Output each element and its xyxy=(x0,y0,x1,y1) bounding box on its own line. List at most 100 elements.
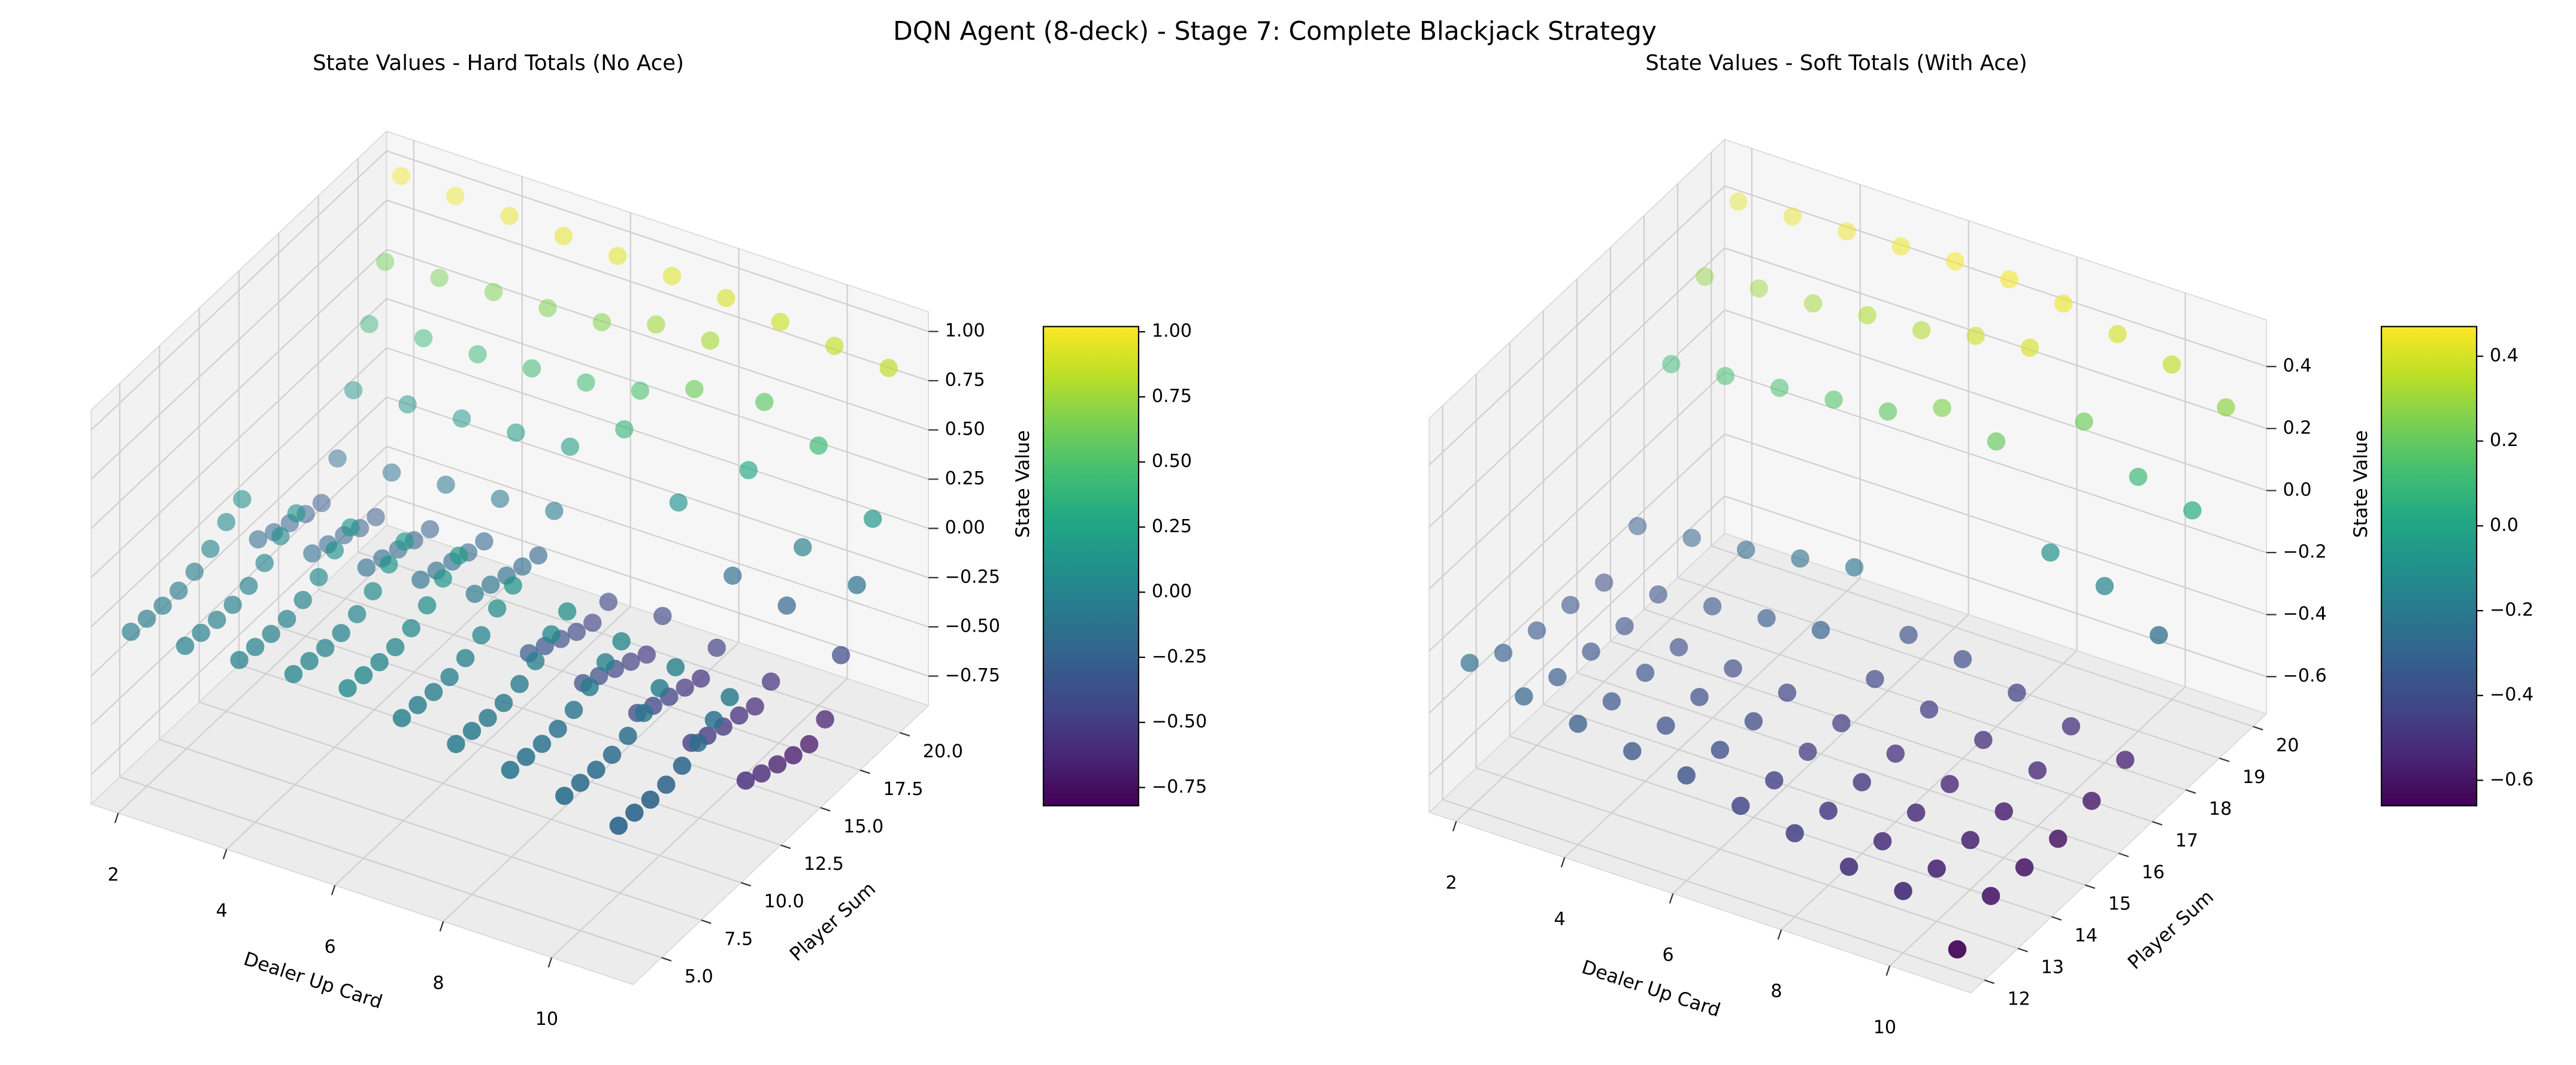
data-point xyxy=(577,373,595,392)
data-point xyxy=(863,509,882,528)
data-point xyxy=(482,575,500,594)
data-point xyxy=(555,787,574,805)
data-point xyxy=(424,682,443,702)
subplot-title: State Values - Hard Totals (No Ace) xyxy=(313,51,684,75)
data-point xyxy=(549,720,567,738)
data-point xyxy=(175,636,195,656)
x-tick-label: 6 xyxy=(1662,945,1673,966)
x-tick-label: 2 xyxy=(1446,873,1457,894)
data-point xyxy=(332,624,350,642)
data-point xyxy=(532,735,552,753)
grid-line xyxy=(1724,185,2267,368)
z-tick-label: −0.25 xyxy=(945,566,1000,587)
data-point xyxy=(1649,585,1667,604)
data-point xyxy=(386,638,405,657)
data-point xyxy=(554,226,573,245)
data-point xyxy=(484,283,503,302)
x-tick-label: 10 xyxy=(535,1009,558,1030)
data-point xyxy=(609,817,628,835)
data-point xyxy=(2075,412,2093,431)
data-point xyxy=(364,582,382,600)
grid-line xyxy=(1724,433,2267,615)
data-point xyxy=(2049,829,2068,848)
data-point xyxy=(1662,355,1681,374)
data-point xyxy=(1858,306,1876,324)
data-point xyxy=(449,546,468,565)
data-point xyxy=(526,652,545,670)
tick-mark xyxy=(547,957,553,968)
data-point xyxy=(2062,717,2081,736)
data-point xyxy=(669,493,688,512)
data-point xyxy=(809,436,828,455)
tick-mark xyxy=(2152,821,2163,826)
data-point xyxy=(1974,730,1993,750)
data-point xyxy=(1927,859,1946,878)
grid-line xyxy=(1476,767,2018,949)
data-point xyxy=(1669,638,1688,657)
data-point xyxy=(284,665,303,684)
data-point xyxy=(440,667,459,687)
data-point xyxy=(309,568,328,587)
data-point xyxy=(1941,775,1959,793)
data-point xyxy=(510,675,529,693)
data-point xyxy=(621,653,640,671)
data-point xyxy=(277,609,296,629)
data-point xyxy=(1690,688,1709,706)
data-point xyxy=(1460,654,1479,672)
data-point xyxy=(420,520,440,539)
colorbar-tick-label: −0.25 xyxy=(1152,646,1207,667)
colorbar-tick-label: 0.0 xyxy=(2490,515,2519,536)
data-point xyxy=(615,420,634,439)
grid-line xyxy=(1543,703,2085,886)
z-tick-label: −0.75 xyxy=(945,665,1000,686)
data-point xyxy=(1770,378,1789,398)
tick-mark xyxy=(114,812,119,824)
tick-mark xyxy=(1560,857,1566,868)
x-tick-label: 4 xyxy=(216,900,228,921)
data-point xyxy=(357,558,376,577)
y-tick-label: 20 xyxy=(2276,735,2299,756)
data-point xyxy=(1811,621,1830,639)
z-tick-label: 0.50 xyxy=(945,419,985,440)
data-point xyxy=(2108,324,2127,344)
grid-line xyxy=(1610,640,2153,823)
data-point xyxy=(1886,744,1905,763)
data-point xyxy=(879,359,898,377)
data-point xyxy=(1628,517,1647,535)
data-point xyxy=(354,666,373,685)
subplot-title: State Values - Soft Totals (With Ace) xyxy=(1645,51,2027,75)
data-point xyxy=(430,269,449,287)
data-point xyxy=(2082,791,2101,811)
data-point xyxy=(491,490,510,508)
grid-line xyxy=(1724,309,2267,491)
data-point xyxy=(825,336,844,356)
data-point xyxy=(847,575,866,594)
x-tick-label: 8 xyxy=(1770,981,1782,1002)
data-point xyxy=(685,380,704,399)
data-point xyxy=(1736,541,1755,559)
grid-line xyxy=(90,199,388,480)
data-point xyxy=(816,710,834,729)
data-point xyxy=(395,532,414,551)
data-point xyxy=(634,703,653,723)
data-point xyxy=(1799,742,1817,761)
data-point xyxy=(755,393,774,411)
data-point xyxy=(1894,882,1912,900)
data-point xyxy=(637,645,656,664)
colorbar-tick-label: 1.00 xyxy=(1152,321,1192,342)
grid-line xyxy=(1724,247,2267,429)
tick-mark xyxy=(1669,893,1674,904)
y-tick-label: 5.0 xyxy=(685,966,713,987)
data-point xyxy=(488,599,507,618)
data-point xyxy=(392,166,410,186)
y-tick-label: 12.5 xyxy=(804,854,844,875)
data-point xyxy=(707,638,726,657)
data-point xyxy=(592,313,612,332)
data-point xyxy=(1838,222,1856,241)
colorbar-tick-label: 0.50 xyxy=(1152,451,1192,472)
z-tick-label: 0.75 xyxy=(945,369,985,390)
data-point xyxy=(1912,321,1931,339)
tick-mark xyxy=(2185,789,2196,794)
tick-mark xyxy=(740,882,751,887)
data-point xyxy=(647,315,665,334)
